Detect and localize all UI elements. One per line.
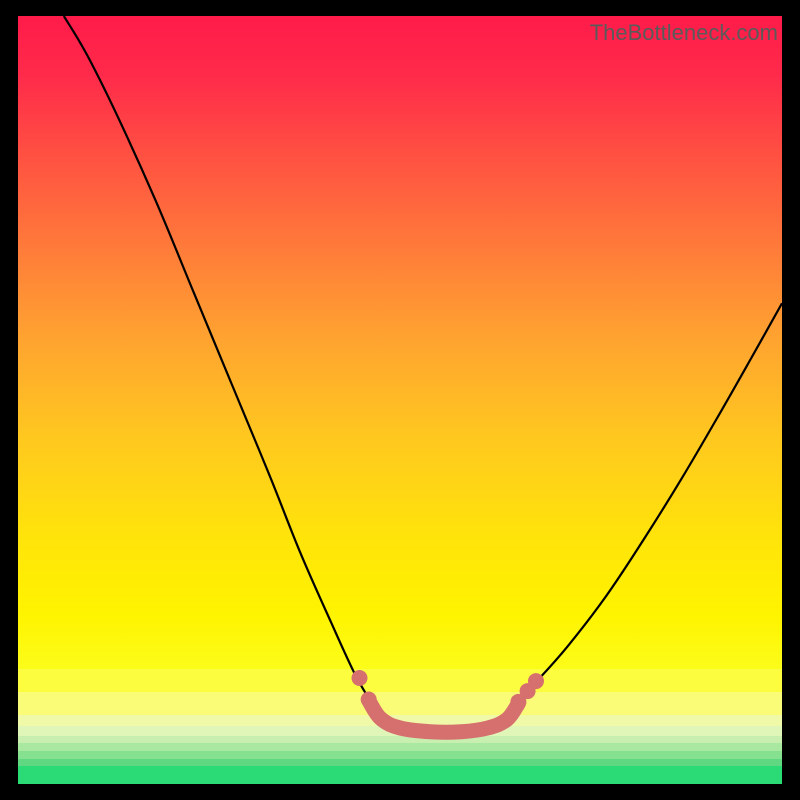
chart-container: TheBottleneck.com [0,0,800,800]
watermark-text: TheBottleneck.com [590,20,778,46]
plot-area [18,16,782,784]
